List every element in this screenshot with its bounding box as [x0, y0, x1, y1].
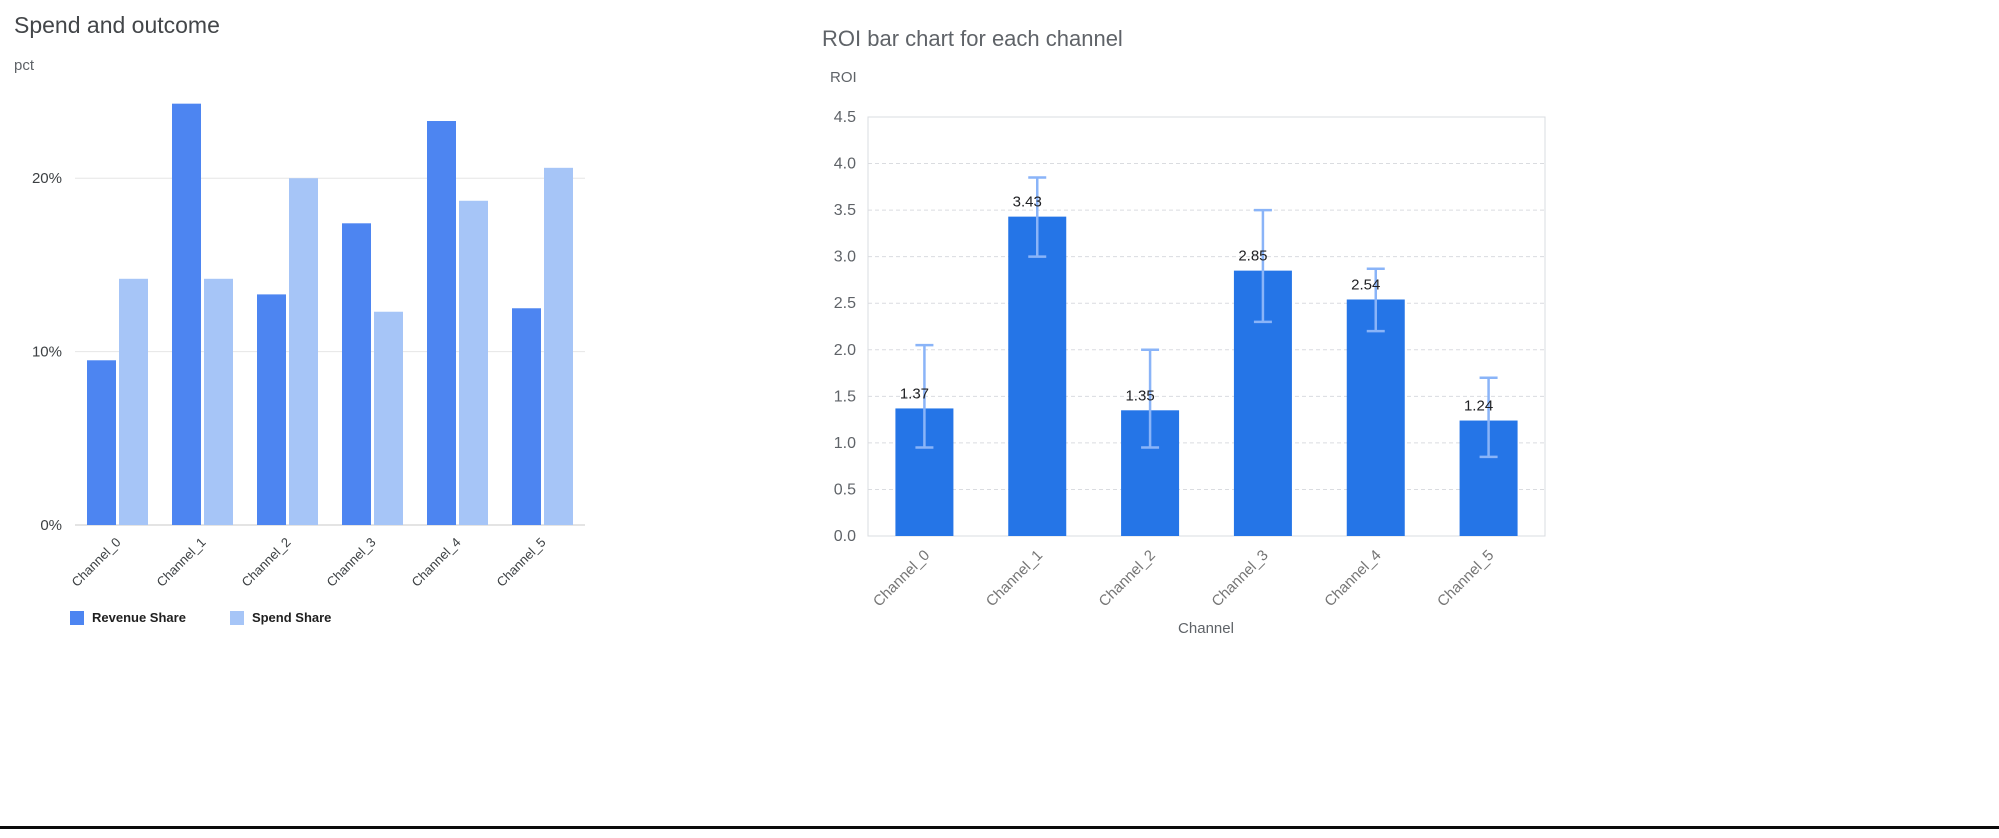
y-tick-label: 0.0: [834, 528, 856, 545]
revenue-share-bar: [257, 294, 286, 525]
roi-bar: [1346, 299, 1405, 536]
spend-share-legend-label: Spend Share: [251, 610, 332, 625]
spend-share-bar: [119, 278, 148, 525]
y-tick-label: 0.5: [834, 481, 856, 498]
spend-share-bar: [204, 278, 233, 525]
spend-share-bar: [544, 167, 573, 526]
revenue-share-bar: [172, 103, 201, 525]
spend-share-bar: [289, 178, 318, 525]
value-label: 1.35: [1125, 387, 1154, 404]
revenue-share-bar: [512, 308, 541, 525]
y-tick-label: 0%: [40, 517, 62, 534]
spend-share-bar: [459, 200, 488, 526]
x-tick-label: Channel_1: [154, 535, 209, 590]
y-tick-label: 4.5: [834, 109, 856, 126]
y-tick-label: 20%: [32, 170, 62, 187]
y-tick-label: 3.0: [834, 249, 856, 266]
x-tick-label: Channel_2: [239, 535, 294, 590]
legend-item-spend-share: Spend Share: [229, 610, 332, 625]
x-tick-label: Channel_3: [1208, 547, 1271, 610]
spend-share-swatch: [229, 610, 244, 625]
roi-chart-title: ROI bar chart for each channel: [822, 26, 1123, 51]
y-tick-label: 4.0: [834, 156, 856, 173]
x-tick-label: Channel_5: [1434, 547, 1497, 610]
value-label: 3.43: [1013, 194, 1042, 211]
revenue-share-bar: [427, 121, 456, 526]
bottom-divider: [0, 826, 1999, 829]
y-tick-label: 10%: [32, 344, 62, 361]
roi-bar: [1008, 216, 1067, 536]
revenue-share-bar: [342, 223, 371, 525]
x-tick-label: Channel_5: [494, 535, 549, 590]
x-tick-label: Channel_4: [409, 535, 464, 590]
spend-outcome-plot: 0% 10% 20% Channel_0 Channel_1 Channel_2 Chann…: [32, 103, 585, 590]
roi-x-axis-title: Channel: [1178, 620, 1234, 637]
revenue-share-bar: [87, 360, 116, 525]
value-label: 1.37: [900, 385, 929, 402]
roi-plot: 0.0 0.5 1.0 1.5 2.0 2.5 3.0 3.5 4.0 4.5 1.37 Channe…: [834, 109, 1546, 610]
y-tick-label: 3.5: [834, 202, 856, 219]
x-tick-label: Channel_1: [983, 547, 1046, 610]
roi-y-axis-label: ROI: [830, 69, 857, 86]
spend-share-bar: [374, 311, 403, 525]
x-tick-label: Channel_4: [1321, 547, 1384, 610]
y-tick-label: 1.0: [834, 435, 856, 452]
spend-outcome-title: Spend and outcome: [14, 12, 220, 38]
roi-chart: ROI bar chart for each channel ROI 0.0 0.…: [800, 0, 1590, 838]
value-label: 2.54: [1351, 276, 1380, 293]
x-tick-label: Channel_0: [870, 547, 933, 610]
spend-outcome-y-unit-label: pct: [14, 57, 35, 74]
x-tick-label: Channel_0: [69, 535, 124, 590]
revenue-share-swatch: [70, 610, 84, 625]
x-tick-label: Channel_3: [324, 535, 379, 590]
legend-item-revenue-share: Revenue Share: [70, 610, 186, 625]
legend: Revenue Share Spend Share: [70, 610, 331, 625]
y-tick-label: 2.5: [834, 295, 856, 312]
value-label: 2.85: [1238, 248, 1267, 265]
revenue-share-legend-label: Revenue Share: [92, 610, 186, 625]
spend-outcome-chart: Spend and outcome pct 0% 10% 20% Channel_0 C…: [0, 0, 760, 838]
plot-border: [867, 116, 1546, 537]
y-tick-label: 1.5: [834, 388, 856, 405]
y-tick-label: 2.0: [834, 342, 856, 359]
value-label: 1.24: [1464, 398, 1493, 415]
x-tick-label: Channel_2: [1096, 547, 1159, 610]
